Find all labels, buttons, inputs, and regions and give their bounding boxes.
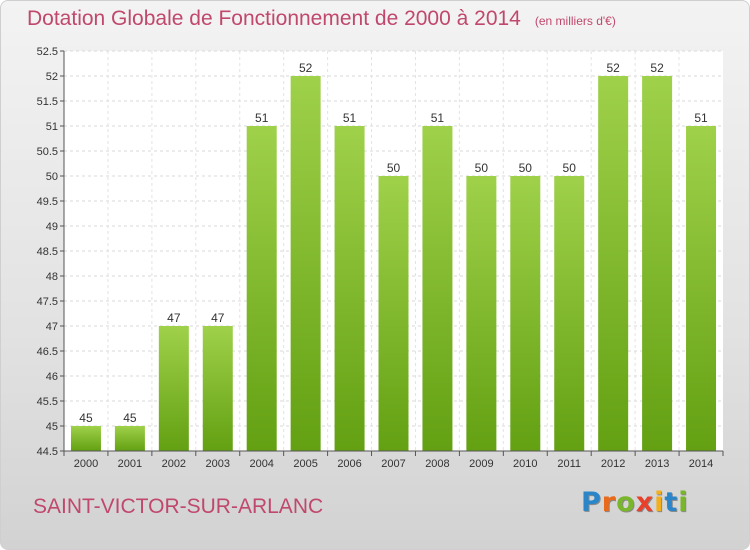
x-tick-label-2010: 2010 — [513, 458, 537, 470]
bar-2011 — [554, 176, 585, 451]
y-tick-label: 44.5 — [37, 446, 58, 458]
x-tick-label-2005: 2005 — [293, 458, 317, 470]
x-tick-label-2014: 2014 — [689, 458, 713, 470]
x-tick-label-2008: 2008 — [425, 458, 449, 470]
y-tick-label: 47 — [46, 321, 58, 333]
bar-2007 — [378, 176, 409, 451]
y-tick-label: 47.5 — [37, 296, 58, 308]
y-tick-label: 52.5 — [37, 46, 58, 58]
logo-letter: x — [635, 487, 655, 518]
bar-2000 — [70, 426, 101, 451]
x-tick-label-2001: 2001 — [118, 458, 142, 470]
data-label-2002: 47 — [167, 311, 181, 325]
logo-letter: r — [601, 487, 617, 518]
bars — [70, 76, 717, 451]
logo-letter: t — [664, 487, 679, 518]
data-label-2009: 50 — [475, 161, 489, 175]
x-tick-label-2004: 2004 — [249, 458, 273, 470]
unit-label: (en milliers d'€) — [534, 14, 616, 28]
y-tick-label: 45 — [46, 421, 58, 433]
y-tick-label: 49 — [46, 221, 58, 233]
data-label-2004: 51 — [255, 111, 269, 125]
data-label-2011: 50 — [563, 161, 577, 175]
data-label-2014: 51 — [694, 111, 708, 125]
chart-title: Dotation Globale de Fonctionnement de 20… — [27, 7, 521, 30]
data-label-2008: 51 — [431, 111, 445, 125]
y-tick-label: 52 — [46, 71, 58, 83]
data-label-2000: 45 — [79, 411, 93, 425]
x-tick-label-2013: 2013 — [645, 458, 669, 470]
y-tick-label: 50 — [46, 171, 58, 183]
x-tick-label-2006: 2006 — [337, 458, 361, 470]
bar-2006 — [334, 126, 365, 451]
bar-2003 — [202, 326, 233, 451]
logo-letter: i — [678, 487, 689, 518]
axes: 44.5 45 45.5 46 46.5 47 47.5 48 48.5 49 49.5 50 50.5… — [37, 46, 724, 470]
bar-2005 — [290, 76, 321, 451]
y-tick-label: 49.5 — [37, 196, 58, 208]
bar-2014 — [686, 126, 717, 451]
x-tick-label-2002: 2002 — [162, 458, 186, 470]
bar-2010 — [510, 176, 541, 451]
bar-2001 — [114, 426, 145, 451]
bar-2009 — [466, 176, 497, 451]
data-label-2006: 51 — [343, 111, 357, 125]
x-tick-label-2011: 2011 — [557, 458, 581, 470]
data-label-2012: 52 — [606, 61, 620, 75]
logo-letter: i — [654, 487, 665, 518]
commune-name: SAINT-VICTOR-SUR-ARLANC — [33, 495, 324, 518]
x-tick-label-2007: 2007 — [381, 458, 405, 470]
x-tick-label-2009: 2009 — [469, 458, 493, 470]
chart-title-block: Dotation Globale de Fonctionnement de 20… — [27, 7, 616, 31]
data-label-2005: 52 — [299, 61, 313, 75]
logo-letter: o — [616, 487, 636, 518]
x-tick-label-2003: 2003 — [206, 458, 230, 470]
data-label-2007: 50 — [387, 161, 401, 175]
data-label-2010: 50 — [519, 161, 533, 175]
x-tick-label-2012: 2012 — [601, 458, 625, 470]
data-labels: 45 45 47 47 51 52 51 50 51 50 50 50 52 52 51 — [79, 61, 708, 425]
y-tick-label: 51.5 — [37, 96, 58, 108]
bar-2013 — [642, 76, 673, 451]
y-tick-label: 48 — [46, 271, 58, 283]
x-tick-label-2000: 2000 — [74, 458, 98, 470]
proxiti-logo: Proxiti — [581, 487, 689, 518]
data-label-2013: 52 — [650, 61, 664, 75]
y-tick-label: 45.5 — [37, 396, 58, 408]
y-tick-label: 46 — [46, 371, 58, 383]
y-tick-label: 48.5 — [37, 246, 58, 258]
bar-2004 — [246, 126, 277, 451]
bar-2008 — [422, 126, 453, 451]
y-tick-label: 51 — [46, 121, 58, 133]
bar-chart: 44.5 45 45.5 46 46.5 47 47.5 48 48.5 49 49.5 50 50.5… — [37, 46, 724, 470]
y-tick-label: 50.5 — [37, 146, 58, 158]
y-tick-label: 46.5 — [37, 346, 58, 358]
logo-letter: P — [581, 487, 602, 518]
bar-2012 — [598, 76, 629, 451]
bar-2002 — [158, 326, 189, 451]
data-label-2001: 45 — [123, 411, 137, 425]
data-label-2003: 47 — [211, 311, 225, 325]
